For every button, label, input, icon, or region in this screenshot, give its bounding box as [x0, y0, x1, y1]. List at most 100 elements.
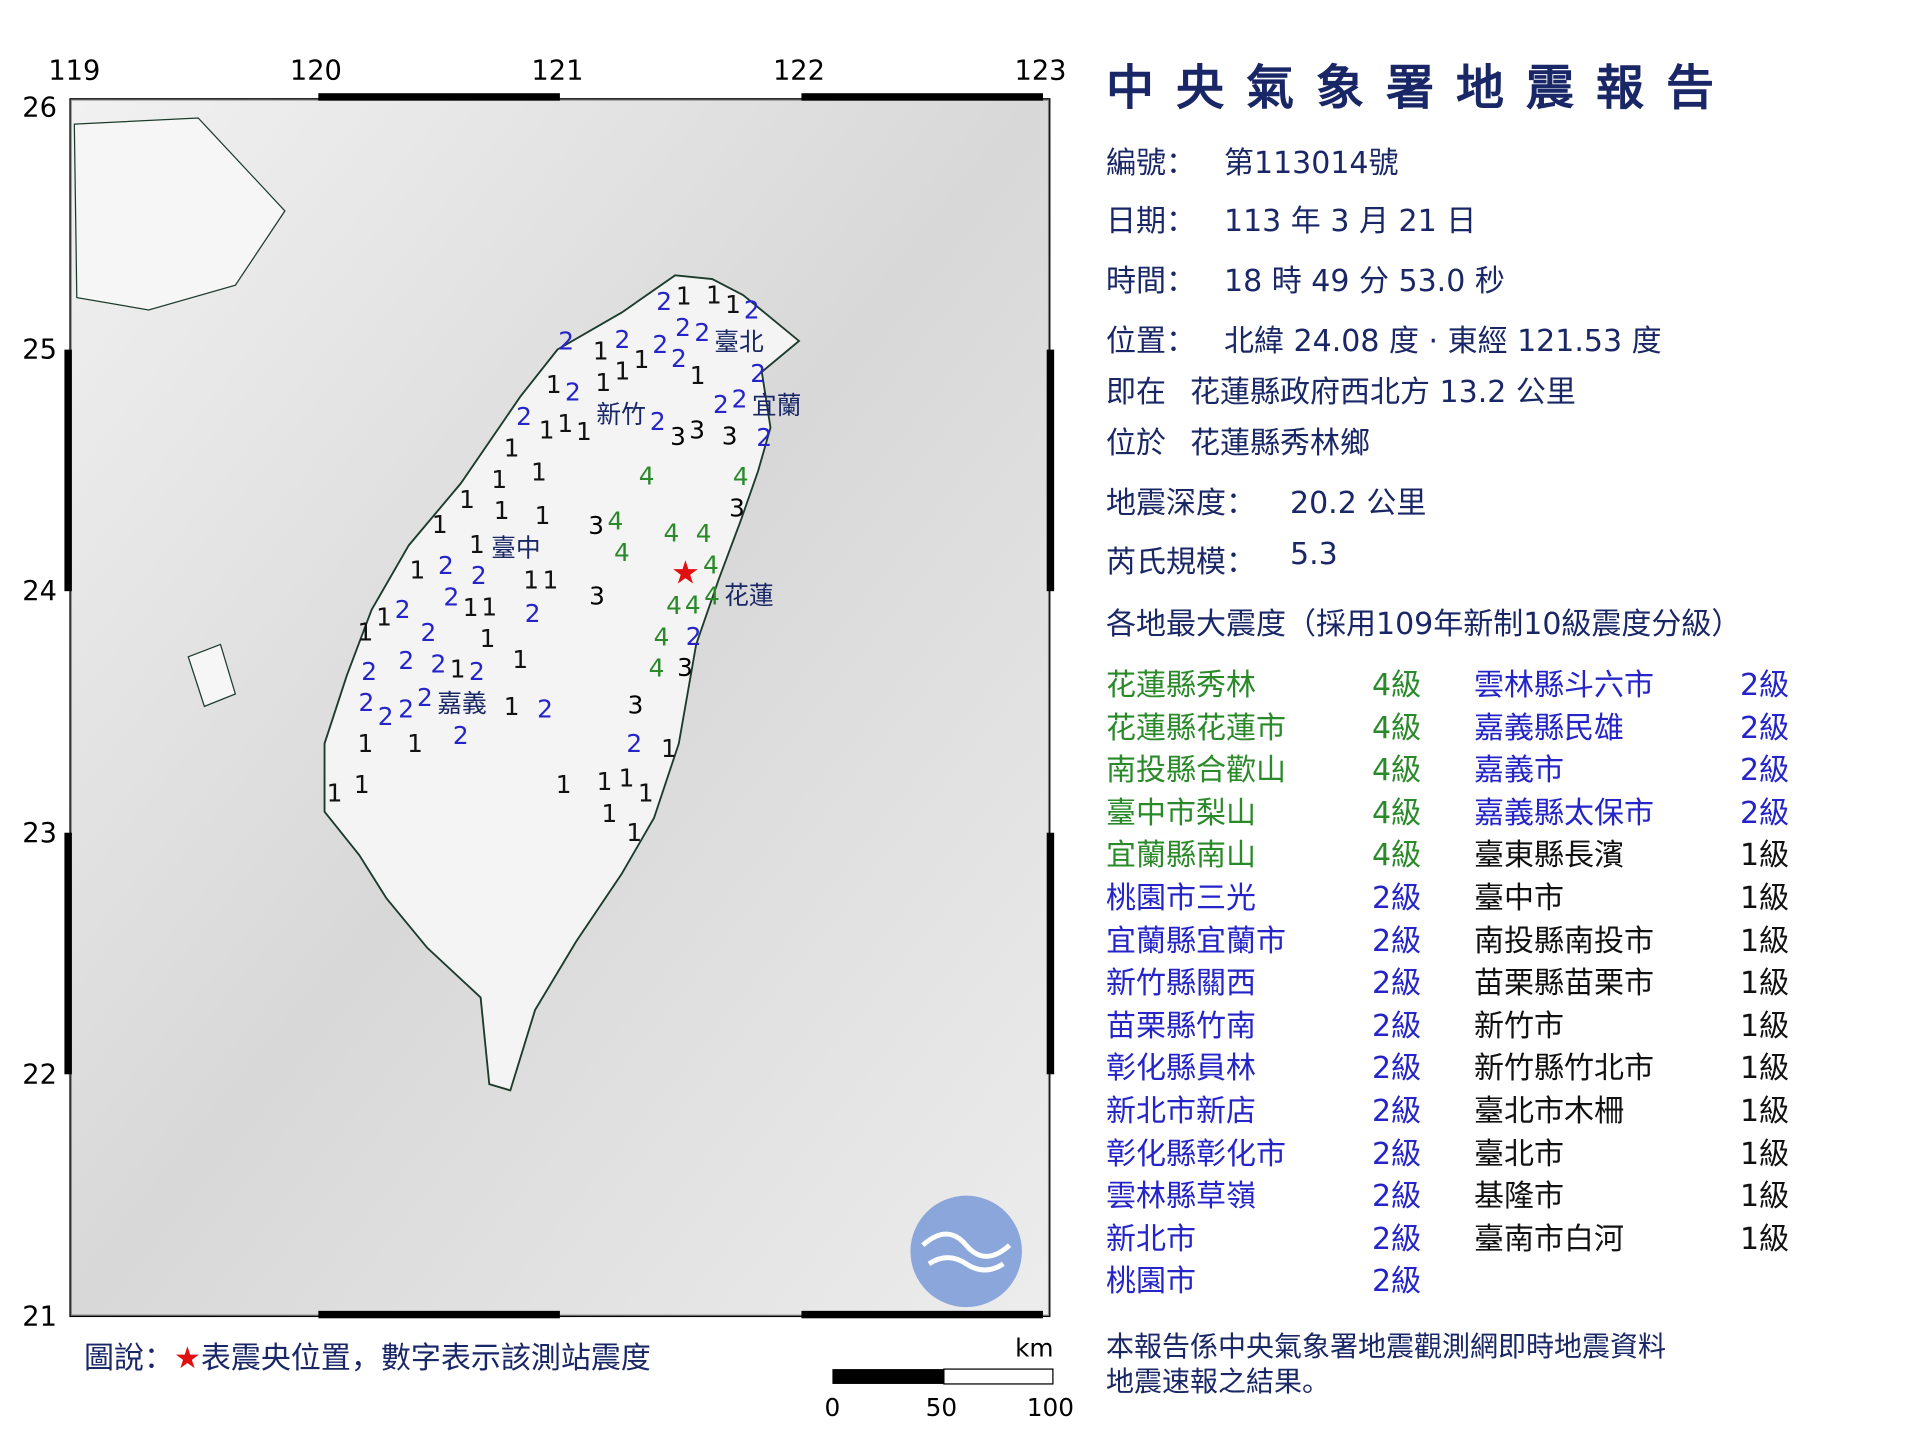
depth-value: 20.2 公里: [1290, 486, 1427, 521]
location-value: 北緯 24.08 度 · 東經 121.53 度: [1224, 324, 1662, 359]
penghu-islands: [187, 643, 237, 708]
intensity-place: 花蓮縣花蓮市: [1106, 710, 1286, 746]
station-intensity-2: 2: [359, 688, 375, 717]
intensity-place: 嘉義市: [1474, 753, 1564, 789]
time-label: 時間：: [1106, 264, 1196, 299]
lat-ticks: 26 25 24 23 22 21: [22, 93, 57, 1333]
station-intensity-3: 3: [722, 422, 738, 451]
station-intensity-2: 2: [398, 694, 414, 723]
station-intensity-1: 1: [614, 357, 630, 386]
station-intensity-4: 4: [703, 551, 719, 580]
intensity-level: 2級: [1372, 966, 1422, 1002]
station-intensity-1: 1: [619, 764, 635, 793]
station-intensity-1: 1: [480, 624, 496, 653]
station-intensity-4: 4: [663, 518, 679, 547]
station-intensity-1: 1: [463, 593, 479, 622]
station-intensity-1: 1: [327, 779, 343, 808]
station-intensity-3: 3: [670, 422, 686, 451]
intensity-level: 1級: [1740, 1179, 1790, 1215]
depth-label: 地震深度：: [1106, 486, 1256, 521]
intensity-place: 宜蘭縣宜蘭市: [1106, 923, 1286, 959]
station-intensity-2: 2: [558, 326, 574, 355]
station-intensity-1: 1: [491, 465, 507, 494]
station-intensity-2: 2: [652, 330, 668, 359]
intensity-place: 臺中市: [1474, 881, 1564, 916]
intensity-level: 4級: [1372, 753, 1422, 789]
intensity-place: 臺南市白河: [1474, 1221, 1624, 1257]
station-intensity-1: 1: [523, 565, 539, 594]
intensity-level: 1級: [1740, 1094, 1790, 1129]
station-intensity-2: 2: [713, 390, 729, 419]
intensity-place: 宜蘭縣南山: [1106, 838, 1256, 874]
intensity-place: 臺東縣長濱: [1474, 838, 1624, 874]
station-intensity-1: 1: [354, 770, 370, 799]
intensity-place: 嘉義縣民雄: [1474, 710, 1624, 746]
intensity-level: 2級: [1372, 923, 1422, 959]
city-label: 臺北: [714, 327, 764, 356]
star-icon: ★: [174, 1341, 201, 1376]
cwa-logo-waves: [921, 1231, 1012, 1273]
station-intensity-3: 3: [689, 416, 705, 445]
station-intensity-2: 2: [675, 313, 691, 342]
station-intensity-1: 1: [725, 290, 741, 319]
station-intensity-1: 1: [595, 368, 611, 397]
date-value: 113 年 3 月 21 日: [1224, 204, 1477, 239]
intensity-level: 1級: [1740, 1221, 1790, 1257]
station-intensity-1: 1: [557, 409, 573, 438]
station-intensity-2: 2: [686, 622, 702, 651]
intensity-place: 新竹縣關西: [1106, 966, 1256, 1002]
station-intensity-4: 4: [685, 591, 701, 620]
location-label: 位置：: [1106, 324, 1196, 359]
intensity-level: 2級: [1372, 1221, 1422, 1257]
station-intensity-2: 2: [444, 583, 460, 612]
lat-tick-label: 25: [22, 334, 57, 365]
intensity-place: 彰化縣彰化市: [1106, 1136, 1286, 1172]
intensity-place: 新北市新店: [1106, 1094, 1256, 1129]
intensity-place: 臺中市梨山: [1106, 795, 1256, 831]
station-intensity-1: 1: [504, 433, 520, 462]
station-intensity-1: 1: [638, 779, 654, 808]
station-intensity-3: 3: [677, 653, 693, 682]
lat-tick-label: 21: [22, 1302, 57, 1333]
intensity-place: 臺北市: [1474, 1136, 1564, 1172]
city-label: 新竹: [596, 400, 646, 429]
report-note-1: 本報告係中央氣象署地震觀測網即時地震資料: [1106, 1330, 1667, 1363]
magnitude-label: 芮氏規模：: [1106, 545, 1256, 580]
city-label: 宜蘭: [752, 391, 802, 420]
intensity-place: 苗栗縣苗栗市: [1474, 966, 1654, 1002]
station-intensity-1: 1: [459, 485, 475, 514]
intensity-place: 雲林縣斗六市: [1474, 668, 1654, 703]
station-intensity-1: 1: [542, 566, 558, 595]
intensity-place: 基隆市: [1474, 1179, 1564, 1215]
station-intensity-1: 1: [531, 458, 547, 487]
china-coast: [73, 117, 286, 311]
lon-ticks: 119 120 121 122 123: [48, 55, 1066, 86]
intensity-place: 新竹市: [1474, 1008, 1564, 1044]
lon-tick-label: 120: [290, 55, 342, 86]
scale-unit: km: [1015, 1334, 1053, 1363]
station-intensity-1: 1: [504, 692, 520, 721]
station-intensity-2: 2: [395, 595, 411, 624]
intensity-place: 桃園市三光: [1106, 881, 1256, 916]
station-intensity-1: 1: [576, 417, 592, 446]
station-intensity-1: 1: [358, 729, 374, 758]
station-intensity-2: 2: [438, 551, 454, 580]
intensity-level: 2級: [1372, 1094, 1422, 1129]
intensity-level: 2級: [1372, 1051, 1422, 1087]
station-intensity-1: 1: [512, 645, 528, 674]
city-label: 臺中: [491, 533, 541, 562]
lat-tick-label: 26: [22, 93, 57, 124]
intensity-level: 4級: [1372, 838, 1422, 874]
intensity-level: 2級: [1372, 1008, 1422, 1044]
report-note-2: 地震速報之結果。: [1106, 1365, 1331, 1398]
station-intensity-2: 2: [650, 407, 666, 436]
station-intensity-2: 2: [744, 296, 760, 325]
intensity-level: 2級: [1740, 668, 1790, 703]
station-intensity-4: 4: [704, 582, 720, 611]
station-intensity-1: 1: [494, 496, 510, 525]
station-intensity-2: 2: [626, 729, 642, 758]
station-intensity-4: 4: [654, 622, 670, 651]
scale-tick: 50: [926, 1393, 958, 1422]
station-intensity-4: 4: [608, 506, 624, 535]
station-intensity-2: 2: [469, 657, 485, 686]
